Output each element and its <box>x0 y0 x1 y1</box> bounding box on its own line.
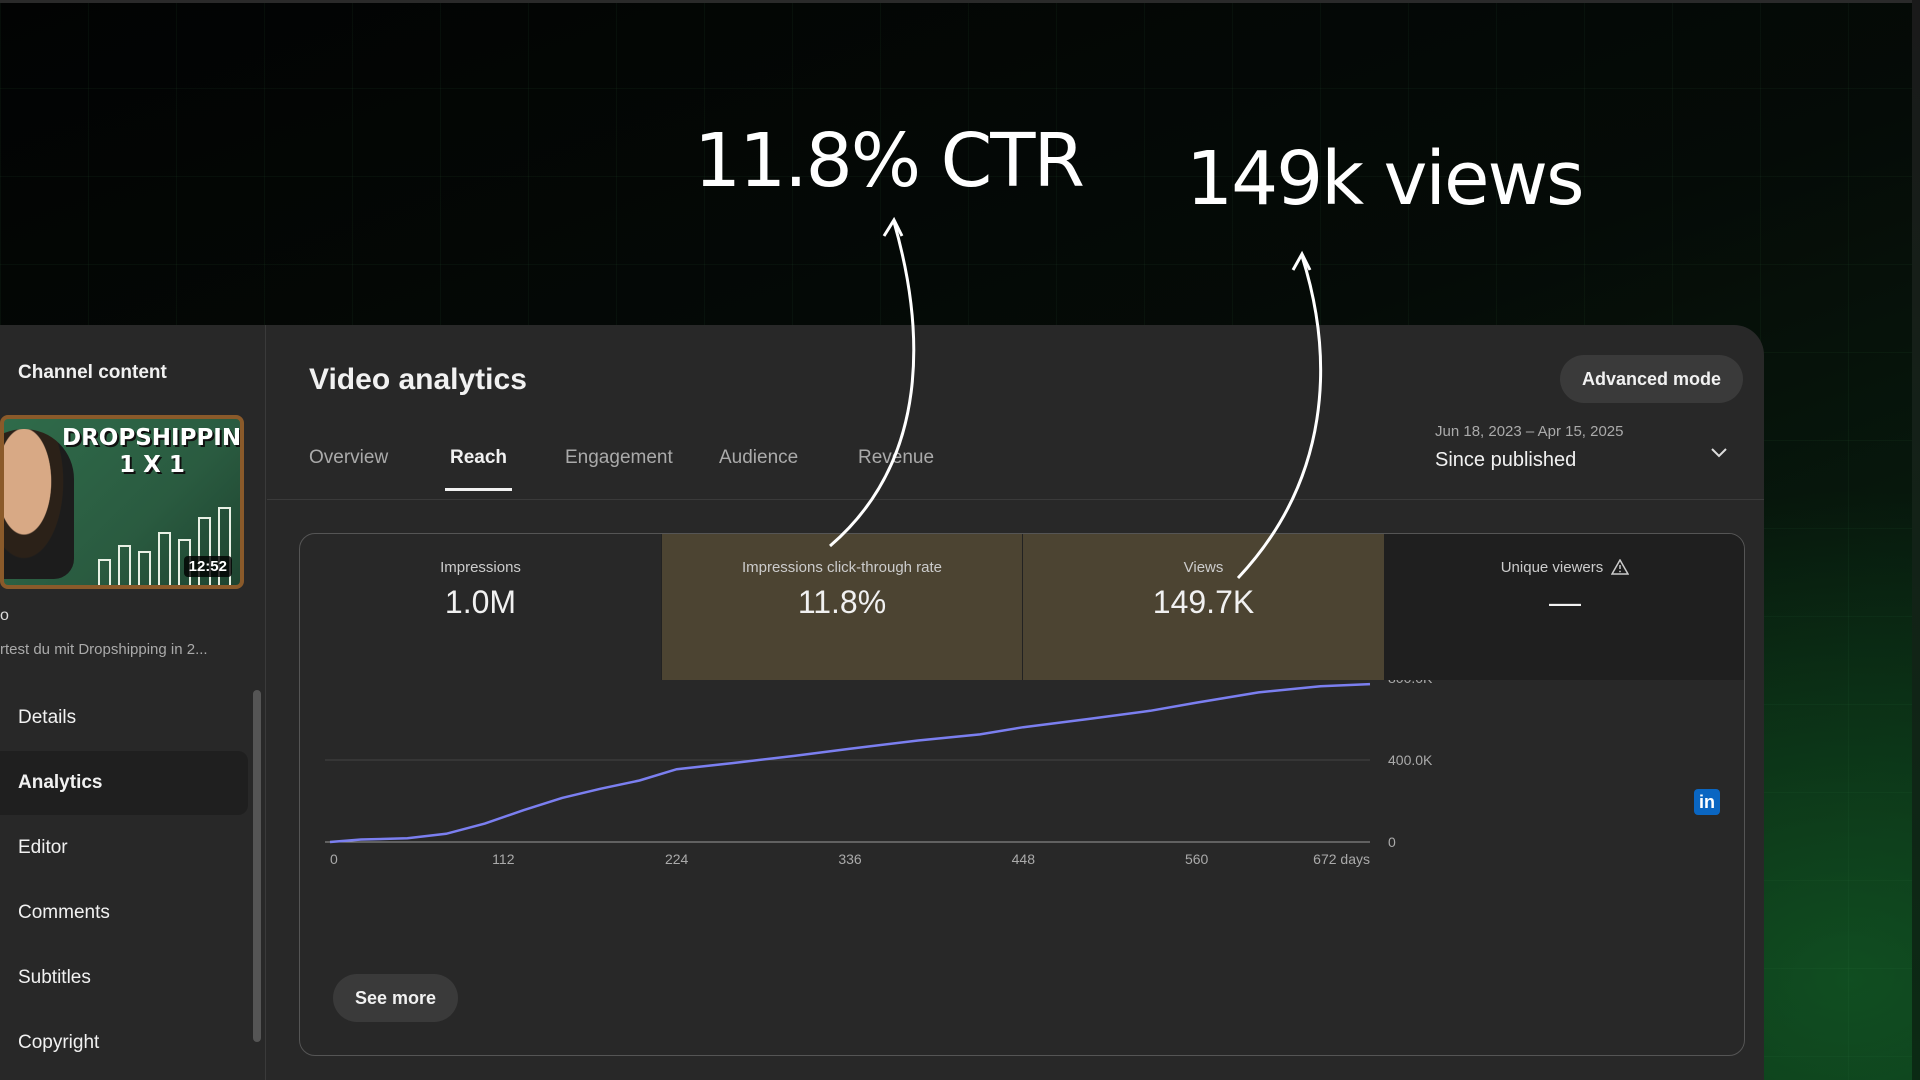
tab-overview[interactable]: Overview <box>309 447 389 468</box>
metric-impressions[interactable]: Impressions 1.0M <box>300 534 661 680</box>
tab-reach[interactable]: Reach <box>444 435 513 491</box>
ctr-callout: 11.8% CTR <box>694 118 1085 204</box>
warning-icon[interactable] <box>1611 559 1630 575</box>
metric-value: 149.7K <box>1152 584 1255 620</box>
sidebar: Channel content DROPSHIPPING 1 X 1 12:52… <box>0 325 266 1080</box>
sidebar-item-label: Analytics <box>18 772 103 793</box>
sidebar-item-label: Editor <box>18 837 68 858</box>
thumbnail-text-line2: 1 X 1 <box>119 452 185 478</box>
sidebar-title: Channel content <box>18 362 167 383</box>
video-title: o <box>0 607 9 624</box>
x-tick-label: 336 <box>838 851 862 867</box>
metric-label-wrap: Unique viewers <box>1384 559 1744 576</box>
metric-value: 1.0M <box>444 584 517 620</box>
tabs-divider <box>267 499 1764 500</box>
x-tick-label: 0 <box>330 851 338 867</box>
video-thumbnail[interactable]: DROPSHIPPING 1 X 1 12:52 <box>0 415 244 589</box>
page-title: Video analytics <box>309 363 527 396</box>
sidebar-item-copyright[interactable]: Copyright <box>0 1011 248 1075</box>
advanced-mode-button[interactable]: Advanced mode <box>1559 355 1743 403</box>
right-edge-strip <box>1912 0 1920 1080</box>
video-description: rtest du mit Dropshipping in 2... <box>0 641 208 658</box>
sidebar-scrollbar[interactable] <box>253 690 261 1042</box>
x-tick-label: 112 <box>492 851 515 867</box>
sidebar-item-label: Details <box>18 707 77 728</box>
y-tick-label: 400.0K <box>1388 752 1433 768</box>
metric-views[interactable]: Views 149.7K <box>1022 534 1384 680</box>
sidebar-item-comments[interactable]: Comments <box>0 881 248 945</box>
thumbnail-person <box>4 429 74 579</box>
thumbnail-text-line1: DROPSHIPPING <box>62 425 244 451</box>
metric-label: Impressions click-through rate <box>741 559 943 576</box>
sidebar-item-editor[interactable]: Editor <box>0 816 248 880</box>
sidebar-item-subtitles[interactable]: Subtitles <box>0 946 248 1010</box>
x-tick-label: 224 <box>665 851 689 867</box>
date-range-label[interactable]: Since published <box>1435 449 1577 471</box>
studio-panel: Channel content DROPSHIPPING 1 X 1 12:52… <box>0 325 1764 1080</box>
date-range: Jun 18, 2023 – Apr 15, 2025 <box>1435 423 1624 440</box>
metric-label: Views <box>1183 559 1224 576</box>
x-tick-label: 560 <box>1185 851 1209 867</box>
thumbnail-text: DROPSHIPPING 1 X 1 <box>62 425 244 479</box>
y-tick-label: 0 <box>1388 834 1396 850</box>
sidebar-item-label: Copyright <box>18 1032 100 1053</box>
sidebar-item-label: Subtitles <box>18 967 91 988</box>
tab-engagement[interactable]: Engagement <box>565 447 673 468</box>
metric-label: Unique viewers <box>1500 559 1604 576</box>
linkedin-icon: in <box>1694 789 1720 815</box>
x-tick-label: 672 days <box>1313 851 1370 867</box>
metric-value: — <box>1549 584 1581 620</box>
sidebar-item-analytics[interactable]: Analytics <box>0 751 248 815</box>
metric-label: Impressions <box>440 559 521 576</box>
y-tick-label: 800.0K <box>1388 680 1433 686</box>
sidebar-item-details[interactable]: Details <box>0 686 248 750</box>
analytics-main: Video analytics Advanced mode Overview R… <box>267 325 1764 1080</box>
reach-card: Impressions 1.0M Impressions click-throu… <box>299 533 1745 1056</box>
video-duration: 12:52 <box>183 556 232 577</box>
x-tick-label: 448 <box>1012 851 1036 867</box>
metric-unique-viewers[interactable]: Unique viewers — <box>1384 534 1744 680</box>
views-callout: 149k views <box>1186 136 1585 222</box>
series-line <box>329 682 1371 844</box>
sidebar-item-label: Comments <box>18 902 110 923</box>
chevron-down-icon[interactable] <box>1710 443 1728 461</box>
metric-ctr[interactable]: Impressions click-through rate 11.8% <box>661 534 1022 680</box>
top-rule <box>0 0 1920 3</box>
metric-value: 11.8% <box>797 584 887 620</box>
tab-revenue[interactable]: Revenue <box>858 447 935 468</box>
tab-audience[interactable]: Audience <box>719 447 799 468</box>
see-more-button[interactable]: See more <box>333 974 459 1022</box>
